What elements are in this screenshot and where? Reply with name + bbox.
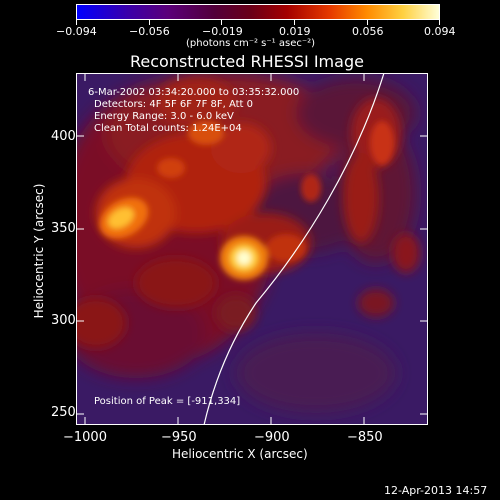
y-tick-label: 350 (51, 221, 76, 236)
colorbar-tick-label: 0.019 (279, 25, 311, 38)
plot-frame (76, 73, 428, 425)
solar-flare-image: 6-Mar-2002 03:34:20.000 to 03:35:32.000 … (76, 73, 428, 425)
x-tick-label: −950 (161, 430, 197, 445)
footer-timestamp: 12-Apr-2013 14:57 (384, 484, 488, 497)
colorbar (76, 4, 440, 20)
colorbar-tick-label: −0.056 (129, 25, 170, 38)
y-tick-label: 250 (51, 405, 76, 420)
emission-blobs (76, 78, 420, 348)
x-axis-label: Heliocentric X (arcsec) (172, 447, 308, 461)
info-total-counts: Clean Total counts: 1.24E+04 (94, 123, 242, 134)
colorbar-gradient (76, 4, 440, 20)
info-energy-range: Energy Range: 3.0 - 6.0 keV (94, 111, 234, 122)
x-tick-label: −900 (254, 430, 290, 445)
x-tick-label: −1000 (63, 430, 107, 445)
bright-sources (99, 121, 394, 280)
colorbar-ticks (76, 20, 440, 25)
info-time-range: 6-Mar-2002 03:34:20.000 to 03:35:32.000 (88, 87, 300, 98)
y-axis-label: Heliocentric Y (arcsec) (32, 183, 46, 319)
colorbar-tick-label: −0.094 (56, 25, 97, 38)
axis-ticks (76, 73, 428, 425)
flare-heatmap (76, 73, 428, 425)
x-tick-label: −850 (347, 430, 383, 445)
info-detectors: Detectors: 4F 5F 6F 7F 8F, Att 0 (94, 99, 254, 110)
colorbar-units: (photons cm⁻² s⁻¹ asec⁻²) (186, 38, 316, 49)
colorbar-tick-label: 0.056 (352, 25, 384, 38)
y-tick-label: 300 (51, 313, 76, 328)
colorbar-tick-label: 0.094 (424, 25, 456, 38)
colorbar-tick-label: −0.019 (202, 25, 243, 38)
y-tick-label: 400 (51, 129, 76, 144)
peak-position-label: Position of Peak = [-911,334] (94, 396, 241, 407)
plot-title: Reconstructed RHESSI Image (130, 52, 364, 71)
solar-limb-line (203, 73, 385, 425)
